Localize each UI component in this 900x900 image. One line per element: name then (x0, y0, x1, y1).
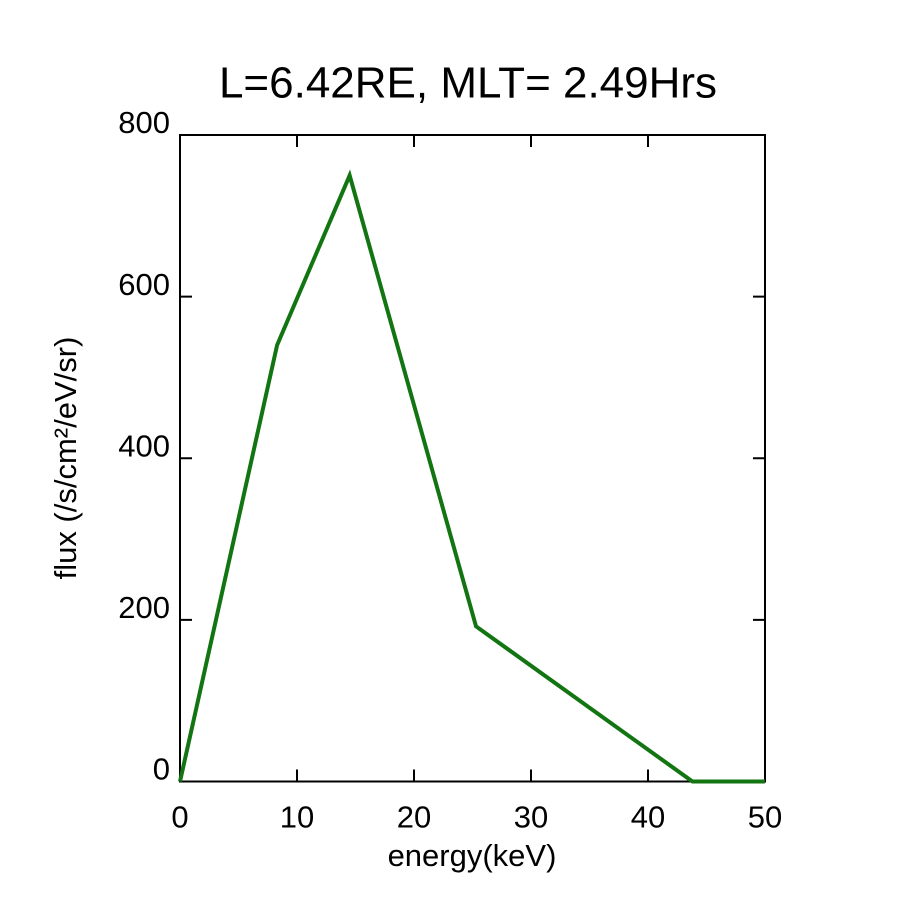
y-tick-label: 0 (153, 752, 170, 787)
x-tick-label: 0 (171, 800, 188, 835)
chart-title: L=6.42RE, MLT= 2.49Hrs (219, 59, 717, 108)
x-tick-label: 20 (397, 800, 431, 835)
y-tick-label: 800 (118, 105, 170, 140)
x-axis-label: energy(keV) (388, 838, 557, 873)
x-tick-label: 10 (280, 800, 314, 835)
data-line (178, 169, 765, 784)
x-tick-label: 40 (631, 800, 665, 835)
y-tick-label: 200 (118, 590, 170, 625)
x-tick-label: 30 (514, 800, 548, 835)
x-tick-label: 50 (748, 800, 782, 835)
y-tick-label: 400 (118, 428, 170, 463)
y-axis-label: flux (/s/cm²/eV/sr) (48, 337, 83, 580)
y-tick-label: 600 (118, 267, 170, 302)
